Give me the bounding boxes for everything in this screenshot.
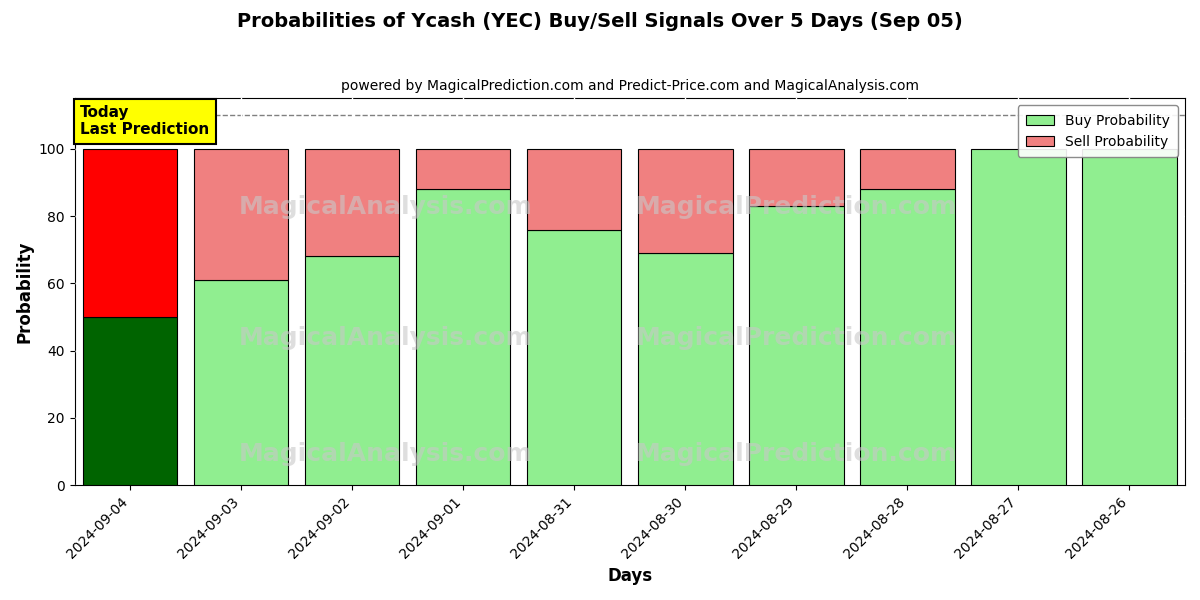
Bar — [971, 149, 1066, 485]
Legend: Buy Probability, Sell Probability: Buy Probability, Sell Probability — [1018, 105, 1178, 157]
Bar — [749, 149, 844, 206]
Text: MagicalPrediction.com: MagicalPrediction.com — [636, 326, 958, 350]
Bar — [1082, 149, 1177, 485]
Bar — [527, 149, 622, 230]
Bar — [638, 149, 732, 253]
Bar — [416, 149, 510, 189]
Bar — [305, 149, 400, 256]
Bar — [416, 189, 510, 485]
Bar — [860, 189, 955, 485]
Bar — [194, 149, 288, 280]
Bar — [638, 253, 732, 485]
Bar — [749, 206, 844, 485]
Text: MagicalPrediction.com: MagicalPrediction.com — [636, 442, 958, 466]
Text: MagicalAnalysis.com: MagicalAnalysis.com — [239, 442, 533, 466]
Text: MagicalAnalysis.com: MagicalAnalysis.com — [239, 326, 533, 350]
Title: powered by MagicalPrediction.com and Predict-Price.com and MagicalAnalysis.com: powered by MagicalPrediction.com and Pre… — [341, 79, 919, 93]
Bar — [83, 149, 178, 317]
Text: Probabilities of Ycash (YEC) Buy/Sell Signals Over 5 Days (Sep 05): Probabilities of Ycash (YEC) Buy/Sell Si… — [238, 12, 962, 31]
Text: MagicalAnalysis.com: MagicalAnalysis.com — [239, 194, 533, 218]
X-axis label: Days: Days — [607, 567, 653, 585]
Y-axis label: Probability: Probability — [16, 241, 34, 343]
Bar — [527, 230, 622, 485]
Bar — [83, 317, 178, 485]
Bar — [194, 280, 288, 485]
Text: MagicalPrediction.com: MagicalPrediction.com — [636, 194, 958, 218]
Text: Today
Last Prediction: Today Last Prediction — [80, 105, 210, 137]
Bar — [860, 149, 955, 189]
Bar — [305, 256, 400, 485]
